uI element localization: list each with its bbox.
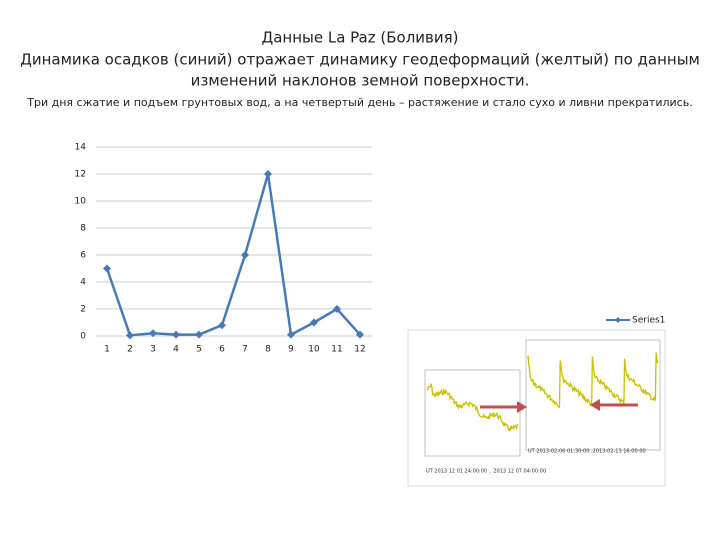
point [195,330,203,339]
x-tick-label: 10 [308,345,320,355]
y-tick-label: 6 [80,251,86,261]
panel [525,339,661,451]
y-tick-label: 12 [75,170,86,180]
legend-label: Series1 [632,316,665,326]
x-tick-label: 1 [104,345,110,355]
x-tick-label: 5 [196,345,202,355]
x-tick-label: 3 [150,345,156,355]
series-line [105,173,361,337]
x-tick-label: 6 [219,345,225,355]
point [103,264,111,273]
point [172,330,180,339]
x-tick-label: 12 [354,345,365,355]
image-caption: UT 2013-02-06 01:30:00..2013-02-13 16:00… [528,449,646,455]
deformation-line [527,352,659,409]
point [149,329,157,338]
x-tick-label: 8 [265,345,271,355]
x-tick-label: 2 [127,345,133,355]
point [333,305,341,313]
subtitle: Три дня сжатие и подъем грунтовых вод, а… [26,96,692,109]
x-tick-label: 11 [331,345,342,355]
image-caption: UT 2013 12 01 24:00:00 .. 2013 12 07 04:… [426,469,546,475]
x-tick-label: 4 [173,345,179,355]
point [264,170,272,178]
y-tick-label: 2 [80,305,86,315]
point [287,330,295,339]
legend-marker [615,317,621,323]
x-tick-label: 9 [288,345,294,355]
y-tick-label: 14 [75,143,87,153]
title-line: Динамика осадков (синий) отражает динами… [20,51,700,69]
point [241,251,249,259]
arrow-head [590,399,600,411]
y-tick-label: 0 [80,332,86,342]
y-tick-label: 8 [80,224,86,234]
point [218,321,226,330]
arrow-head [517,401,527,413]
title-line: Данные La Paz (Боливия) [261,29,458,47]
point [310,318,318,327]
embedded-image: UT 2013 12 01 24:00:00 .. 2013 12 07 04:… [407,329,666,487]
x-tick-label: 7 [242,345,248,355]
panel [424,369,521,457]
y-tick-label: 4 [80,278,86,288]
title-line: изменений наклонов земной поверхности. [191,72,530,90]
y-tick-label: 10 [75,197,87,207]
point [126,331,134,340]
point [356,330,364,339]
deformation-line [426,383,519,432]
